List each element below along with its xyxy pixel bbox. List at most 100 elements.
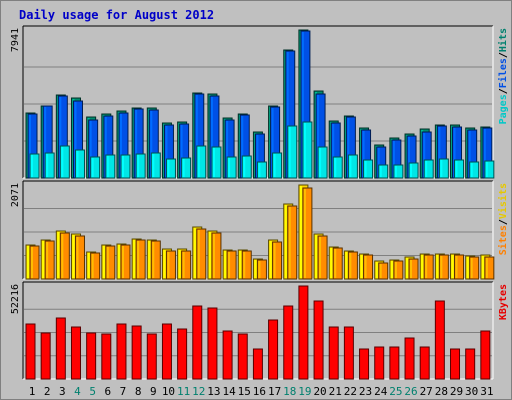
bar-highlight: [72, 328, 75, 378]
bar-highlight: [364, 256, 367, 278]
bar-highlight: [258, 261, 261, 278]
bar-highlight: [254, 350, 257, 378]
bar-highlight: [228, 158, 231, 177]
bar-highlight: [303, 189, 306, 278]
x-tick-label-day-18: 18: [283, 385, 296, 398]
bar-highlight: [349, 156, 352, 177]
bar-pages-day-5: [90, 156, 101, 179]
bar-highlight: [212, 148, 215, 177]
bar-sites-day-28: [438, 254, 449, 280]
legend-entry: /: [498, 88, 509, 94]
bar-highlight: [271, 108, 274, 177]
bar-highlight: [150, 111, 153, 177]
bar-sites-day-29: [454, 254, 465, 280]
bar-highlight: [72, 235, 75, 278]
bar-pages-day-20: [317, 146, 328, 179]
x-tick-label-day-15: 15: [238, 385, 251, 398]
bar-highlight: [334, 249, 337, 278]
bar-pages-day-14: [226, 156, 237, 179]
bar-highlight: [241, 116, 244, 177]
bar-highlight: [258, 163, 261, 177]
bar-highlight: [425, 161, 428, 177]
bar-highlight: [315, 235, 318, 278]
bar-highlight: [317, 95, 320, 177]
bar-highlight: [102, 246, 105, 278]
bar-pages-day-1: [29, 153, 40, 179]
bar-highlight: [74, 102, 77, 177]
legend: Sites/Visits: [497, 183, 509, 255]
bar-highlight: [121, 156, 124, 177]
bar-pages-day-17: [272, 152, 283, 179]
bar-highlight: [319, 237, 322, 278]
bar-highlight: [152, 154, 155, 177]
bar-pages-day-31: [484, 160, 495, 179]
bar-pages-day-21: [332, 156, 343, 179]
bar-sites-day-24: [378, 262, 389, 280]
bar-kbytes-day-25: [389, 346, 400, 380]
x-tick-label-day-11: 11: [177, 385, 190, 398]
x-tick-label-day-12: 12: [192, 385, 205, 398]
bar-highlight: [423, 133, 426, 177]
bar-highlight: [315, 302, 318, 378]
bar-pages-day-2: [44, 152, 55, 179]
bar-highlight: [117, 325, 120, 378]
bar-highlight: [288, 207, 291, 278]
bar-pages-day-6: [105, 154, 116, 179]
bar-sites-day-21: [332, 247, 343, 280]
bar-kbytes-day-2: [40, 332, 51, 380]
bar-sites-day-3: [59, 232, 70, 280]
bar-highlight: [44, 107, 47, 177]
bar-pages-day-11: [181, 157, 192, 179]
bar-sites-day-4: [74, 235, 85, 280]
x-tick-label-day-20: 20: [313, 385, 326, 398]
bar-highlight: [224, 251, 227, 278]
bar-pages-day-8: [135, 153, 146, 179]
bar-highlight: [375, 262, 378, 278]
bar-highlight: [208, 232, 211, 278]
bar-highlight: [390, 261, 393, 278]
bar-sites-day-2: [44, 240, 55, 280]
bar-sites-day-25: [393, 260, 404, 280]
bar-sites-day-31: [484, 256, 495, 280]
bar-highlight: [421, 348, 424, 378]
bar-kbytes-day-8: [131, 325, 142, 380]
bar-pages-day-24: [378, 164, 389, 179]
bar-sites-day-19: [302, 187, 313, 280]
bar-kbytes-day-1: [25, 323, 36, 380]
bar-kbytes-day-11: [177, 328, 188, 380]
bar-kbytes-day-28: [434, 300, 445, 380]
x-tick-label-day-25: 25: [389, 385, 402, 398]
legend-entry: Pages: [498, 94, 509, 124]
bar-kbytes-day-20: [313, 300, 324, 380]
bar-pages-day-30: [469, 161, 480, 179]
bar-highlight: [455, 256, 458, 278]
x-tick-label-day-19: 19: [298, 385, 311, 398]
bar-highlight: [193, 307, 196, 378]
bar-highlight: [102, 335, 105, 378]
bar-highlight: [436, 302, 439, 378]
bar-highlight: [466, 350, 469, 378]
bar-highlight: [410, 260, 413, 278]
bar-kbytes-day-6: [101, 333, 112, 380]
bar-highlight: [197, 147, 200, 177]
bar-highlight: [42, 241, 45, 278]
x-tick-label-day-8: 8: [135, 385, 142, 398]
bar-highlight: [135, 110, 138, 177]
bar-highlight: [224, 332, 227, 378]
bar-sites-day-30: [469, 256, 480, 280]
bar-pages-day-4: [74, 149, 85, 179]
bar-highlight: [362, 131, 365, 177]
bar-kbytes-day-16: [252, 348, 263, 380]
bar-kbytes-day-5: [86, 332, 97, 380]
x-tick-label-day-4: 4: [74, 385, 81, 398]
x-tick-label-day-26: 26: [404, 385, 417, 398]
bar-highlight: [406, 339, 409, 378]
bar-highlight: [163, 325, 166, 378]
bar-kbytes-day-21: [328, 326, 339, 380]
bar-kbytes-day-27: [419, 346, 430, 380]
bar-highlight: [360, 255, 363, 278]
bar-highlight: [466, 257, 469, 278]
bar-highlight: [392, 141, 395, 177]
x-tick-label-day-31: 31: [480, 385, 493, 398]
chart-title: Daily usage for August 2012: [19, 8, 215, 22]
